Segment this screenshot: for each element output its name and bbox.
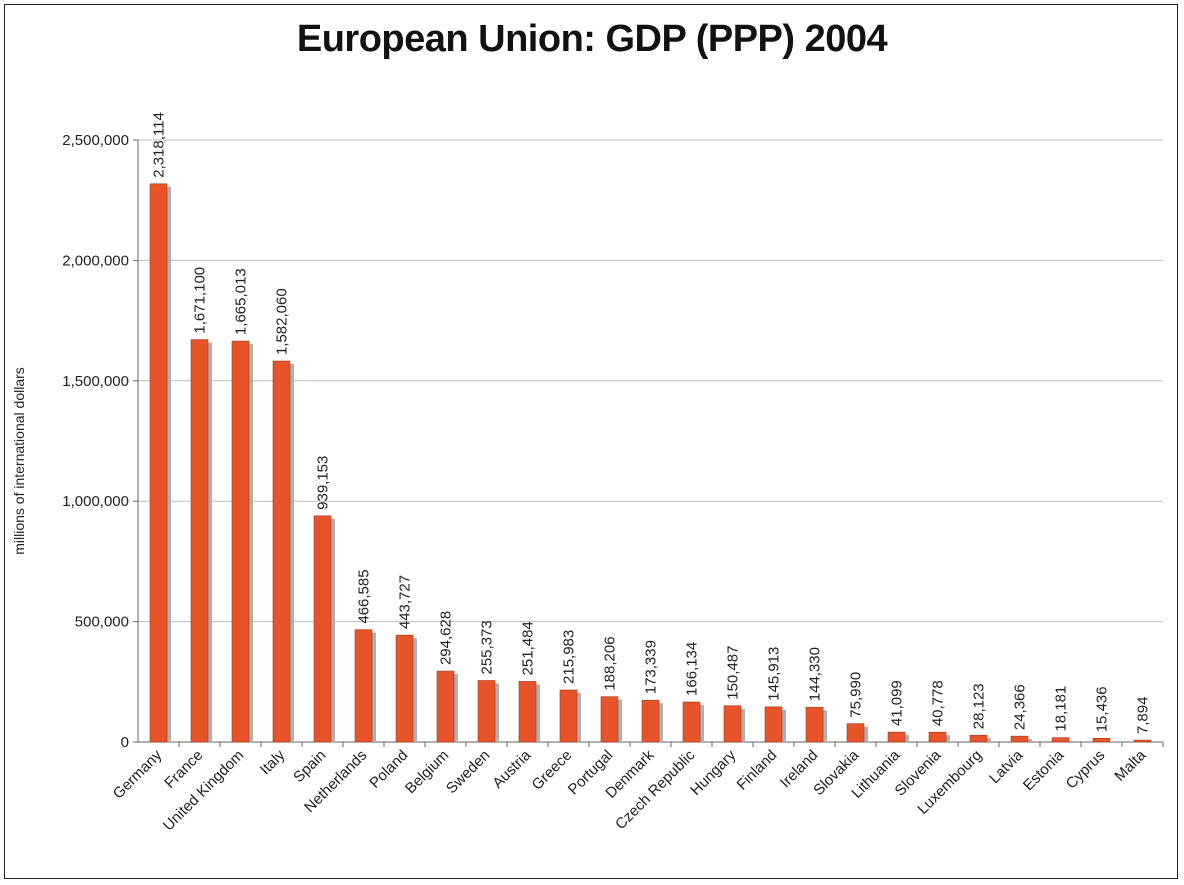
category-label: Estonia (1020, 746, 1068, 794)
bar (1010, 735, 1029, 743)
data-label: 294,628 (438, 611, 455, 665)
bar (190, 339, 209, 743)
y-tick-label: 1,500,000 (62, 373, 129, 390)
data-label: 939,153 (315, 456, 332, 510)
bar (559, 689, 578, 743)
data-label: 15,436 (1094, 686, 1111, 732)
data-label: 40,778 (930, 680, 947, 726)
data-label: 7,894 (1135, 697, 1152, 735)
bar (1092, 737, 1111, 743)
bar (354, 629, 373, 743)
category-label: Hungary (687, 746, 739, 798)
data-label: 75,990 (848, 672, 865, 718)
bar (1051, 737, 1070, 743)
category-label: Finland (734, 747, 781, 794)
category-label: Cyprus (1063, 747, 1109, 793)
y-axis-title: millions of international dollars (11, 367, 27, 555)
data-label: 1,582,060 (274, 288, 291, 355)
bar (1133, 739, 1152, 743)
data-label: 466,585 (356, 569, 373, 623)
bar (887, 731, 906, 743)
category-label: Malta (1111, 746, 1149, 784)
data-label: 255,373 (479, 620, 496, 674)
data-labels: 2,318,114 1,671,100 1,665,013 1,582,060 939,… (151, 112, 1152, 734)
data-label: 28,123 (971, 683, 988, 729)
bar (600, 696, 619, 743)
grid-lines (138, 139, 1163, 623)
data-label: 18,181 (1053, 686, 1070, 732)
bar (764, 706, 783, 743)
bar (477, 680, 496, 743)
bar (682, 701, 701, 743)
data-label: 41,099 (889, 680, 906, 726)
data-label: 24,366 (1012, 684, 1029, 730)
bars (149, 183, 1152, 743)
bar (272, 360, 291, 743)
chart-title: European Union: GDP (PPP) 2004 (296, 18, 888, 60)
data-label: 150,487 (725, 646, 742, 700)
y-tick-label: 500,000 (75, 614, 129, 631)
data-label: 1,665,013 (233, 268, 250, 335)
axes: 0 500,000 1,000,000 1,500,000 2,000,000 2,500… (62, 132, 1164, 751)
data-label: 188,206 (602, 636, 619, 690)
bar (805, 706, 824, 743)
bar (313, 515, 332, 743)
data-label: 166,134 (684, 642, 701, 696)
data-label: 2,318,114 (151, 112, 168, 178)
bar (641, 699, 660, 743)
data-label: 443,727 (397, 575, 414, 629)
y-tick-label: 2,500,000 (62, 132, 129, 149)
data-label: 215,983 (561, 630, 578, 684)
data-label: 144,330 (807, 647, 824, 701)
category-label: Belgium (402, 747, 452, 797)
bar (518, 681, 537, 743)
category-label: Sweden (443, 747, 493, 797)
bar (969, 734, 988, 743)
bar (231, 340, 250, 743)
bar (149, 183, 168, 743)
data-label: 145,913 (766, 647, 783, 701)
data-label: 173,339 (643, 640, 660, 694)
category-label: Austria (489, 746, 534, 791)
bar (723, 705, 742, 743)
data-label: 1,671,100 (192, 267, 209, 334)
category-label: Spain (290, 747, 329, 786)
y-tick-label: 2,000,000 (62, 252, 129, 269)
data-label: 251,484 (520, 621, 537, 675)
bar (928, 731, 947, 743)
category-label: Germany (110, 746, 166, 802)
bar (436, 670, 455, 743)
bar (846, 723, 865, 743)
category-label: Italy (257, 746, 289, 778)
bar (395, 634, 414, 743)
y-tick-label: 0 (121, 734, 129, 751)
y-tick-label: 1,000,000 (62, 493, 129, 510)
